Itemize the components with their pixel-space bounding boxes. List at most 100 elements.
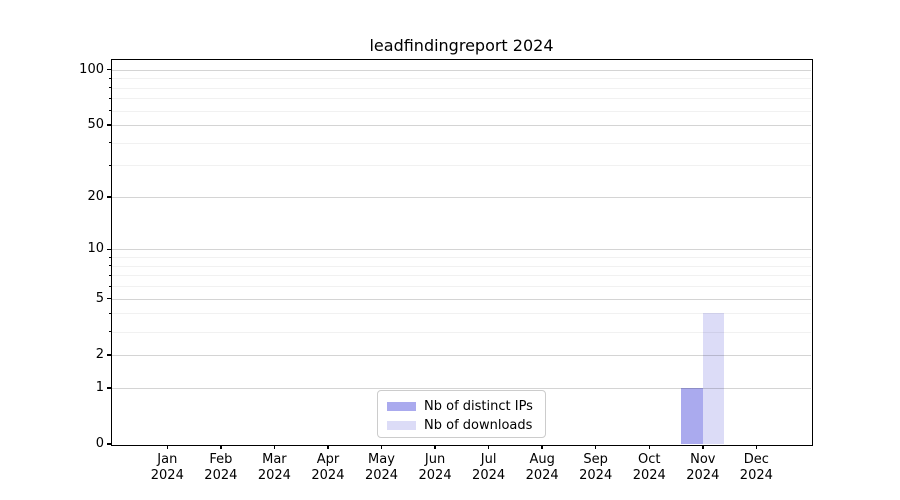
legend-entry: Nb of downloads (378, 416, 545, 435)
y-axis-tick (106, 196, 112, 198)
y-axis-tick (106, 248, 112, 251)
legend-label: Nb of distinct IPs (424, 399, 533, 414)
x-axis-tick (648, 445, 650, 449)
x-axis-tick (594, 445, 597, 449)
x-axis-tick (434, 445, 436, 449)
x-tick-year: 2024 (739, 467, 773, 483)
x-tick-year: 2024 (632, 467, 666, 483)
y-tick-label: 5 (95, 290, 104, 306)
x-tick-year: 2024 (311, 467, 345, 483)
x-tick-year: 2024 (418, 467, 452, 483)
x-tick-month: Sep (583, 452, 608, 467)
x-tick-label: Sep 2024 (566, 452, 626, 483)
y-axis-minor-tick (108, 265, 112, 267)
gridline-major (112, 197, 811, 199)
x-tick-year: 2024 (579, 467, 613, 483)
x-tick-month: Feb (209, 452, 233, 467)
legend-swatch-downloads (387, 421, 416, 430)
y-tick-label: 100 (79, 61, 104, 77)
y-axis-minor-tick (108, 110, 112, 111)
bar-nb-of-downloads (702, 313, 725, 444)
x-axis-tick (755, 445, 758, 449)
x-tick-year: 2024 (525, 467, 559, 483)
y-axis-minor-tick (108, 312, 112, 314)
y-axis-minor-tick (108, 77, 112, 79)
x-tick-month: Aug (529, 452, 555, 467)
x-tick-year: 2024 (472, 467, 506, 483)
gridline-minor (112, 87, 811, 89)
x-tick-year: 2024 (257, 467, 291, 483)
legend: Nb of distinct IPs Nb of downloads (377, 390, 546, 438)
x-axis-tick (273, 445, 276, 449)
x-axis-tick (702, 445, 704, 449)
x-tick-label: Jul 2024 (459, 452, 519, 483)
y-axis-tick (106, 68, 112, 71)
y-axis-minor-tick (108, 285, 112, 287)
y-axis-tick (106, 297, 112, 300)
x-tick-label: Dec 2024 (726, 452, 786, 483)
gridline-minor (112, 98, 811, 100)
x-tick-label: Apr 2024 (298, 452, 358, 483)
gridline-minor (112, 286, 811, 288)
legend-swatch-distinct-ips (387, 402, 416, 411)
y-tick-label: 0 (95, 436, 104, 451)
x-tick-label: May 2024 (352, 452, 412, 483)
x-axis-tick (487, 445, 490, 449)
x-axis-tick (166, 445, 169, 449)
x-tick-month: Jan (157, 452, 178, 467)
gridline-major (112, 69, 811, 71)
y-axis-minor-tick (108, 87, 112, 88)
y-axis-minor-tick (108, 164, 112, 166)
x-tick-month: Jun (424, 452, 446, 467)
chart-title: leadfindingreport 2024 (369, 36, 554, 55)
gridline-minor (112, 142, 811, 144)
x-tick-year: 2024 (204, 467, 238, 483)
y-axis-tick (106, 354, 112, 356)
gridline-minor (112, 313, 811, 315)
x-axis-tick (220, 445, 222, 449)
gridline-minor (112, 110, 811, 112)
x-axis-tick (327, 445, 329, 449)
gridline-major (112, 249, 811, 251)
x-axis-tick (380, 445, 383, 449)
y-axis-tick (106, 124, 112, 126)
x-tick-month: Oct (638, 452, 661, 467)
gridline-major (112, 125, 811, 127)
y-axis-tick (106, 443, 112, 445)
x-axis-tick (541, 445, 543, 449)
y-axis-minor-tick (108, 256, 112, 258)
x-tick-month: Jul (480, 452, 497, 467)
y-axis-minor-tick (108, 142, 112, 144)
y-axis-minor-tick (108, 274, 112, 276)
x-tick-year: 2024 (364, 467, 399, 483)
x-tick-month: Apr (316, 452, 340, 467)
x-tick-label: Oct 2024 (619, 452, 679, 483)
x-tick-label: Jun 2024 (405, 452, 465, 483)
x-tick-label: Feb 2024 (191, 452, 251, 483)
x-tick-label: Jan 2024 (137, 452, 197, 483)
gridline-minor (112, 331, 811, 333)
gridline-major (112, 298, 811, 300)
x-tick-label: Mar 2024 (244, 452, 304, 483)
gridline-minor (112, 78, 811, 80)
y-axis-tick (106, 387, 112, 389)
y-tick-label: 2 (95, 346, 104, 362)
legend-entry: Nb of distinct IPs (378, 397, 545, 416)
gridline-minor (112, 257, 811, 259)
x-tick-label: Aug 2024 (512, 452, 572, 483)
x-tick-year: 2024 (686, 467, 720, 483)
gridline-major (112, 387, 811, 389)
gridline-minor (112, 165, 811, 167)
x-tick-month: Mar (262, 452, 287, 467)
y-axis-minor-tick (108, 331, 112, 333)
gridline-minor (112, 275, 811, 277)
legend-label: Nb of downloads (424, 418, 533, 433)
y-axis-minor-tick (108, 97, 112, 99)
gridline-major (112, 354, 811, 356)
y-tick-label: 1 (95, 379, 104, 395)
y-tick-label: 10 (87, 241, 104, 257)
x-tick-label: Nov 2024 (673, 452, 733, 483)
gridline-minor (112, 265, 811, 267)
x-tick-year: 2024 (150, 467, 184, 483)
